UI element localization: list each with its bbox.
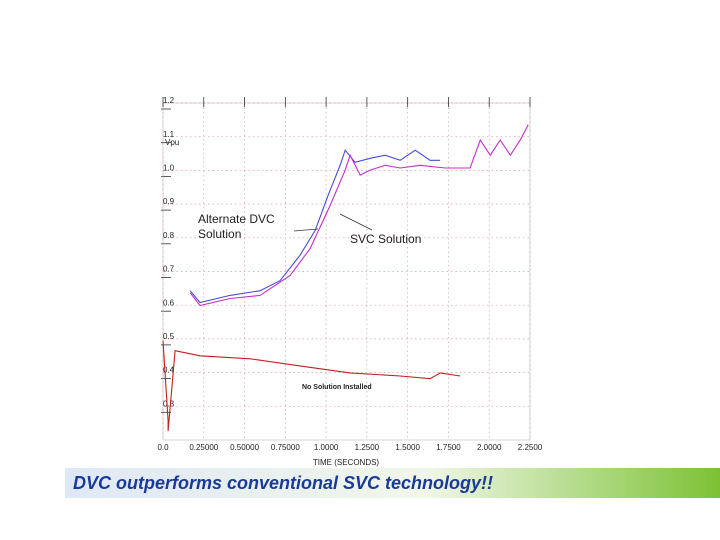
x-tick-label: 2.0000 xyxy=(477,443,502,452)
x-tick-label: 1.0000 xyxy=(314,443,339,452)
x-tick-label: 0.0 xyxy=(157,443,169,452)
annotation: Alternate DVC Solution xyxy=(198,212,275,241)
y-tick-label: 0.9 xyxy=(163,197,175,206)
annotation-arrow xyxy=(293,228,319,232)
grid: 1.2 1.1 1.0 0.9 0.8 0.7 0.6 0.5 0.4 0.3 0.0 0.25000… xyxy=(157,96,542,452)
y-tick-label: 0.5 xyxy=(163,332,175,341)
y-tick-label: 0.6 xyxy=(163,298,175,307)
y-tick-label: 0.3 xyxy=(163,399,175,408)
y-axis-label: Vpu xyxy=(165,138,179,147)
y-tick-label: 0.8 xyxy=(163,231,175,240)
caption-band xyxy=(65,468,720,498)
lines xyxy=(162,124,529,431)
caption: DVC outperforms conventional SVC technol… xyxy=(73,473,493,493)
y-tick-label: 1.0 xyxy=(163,164,175,173)
x-tick-label: 1.7500 xyxy=(436,443,461,452)
x-tick-label: 1.5000 xyxy=(395,443,420,452)
y-tick-label: 0.7 xyxy=(163,265,175,274)
annotation-arrow xyxy=(339,213,373,231)
x-tick-label: 0.50000 xyxy=(230,443,259,452)
y-tick-label: 1.1 xyxy=(163,130,175,139)
x-tick-label: 1.2500 xyxy=(355,443,380,452)
x-axis-label: TIME (SECONDS) xyxy=(313,458,380,467)
x-tick-label: 0.25000 xyxy=(189,443,218,452)
x-tick-label: 0.75000 xyxy=(271,443,300,452)
x-tick-label: 2.2500 xyxy=(518,443,543,452)
series-line xyxy=(189,124,529,307)
y-tick-label: 0.4 xyxy=(163,366,175,375)
annotation: No Solution Installed xyxy=(302,384,372,391)
annotation: SVC Solution xyxy=(350,232,421,246)
series-line xyxy=(189,149,441,304)
series-line xyxy=(162,340,461,431)
y-tick-label: 1.2 xyxy=(163,96,175,105)
